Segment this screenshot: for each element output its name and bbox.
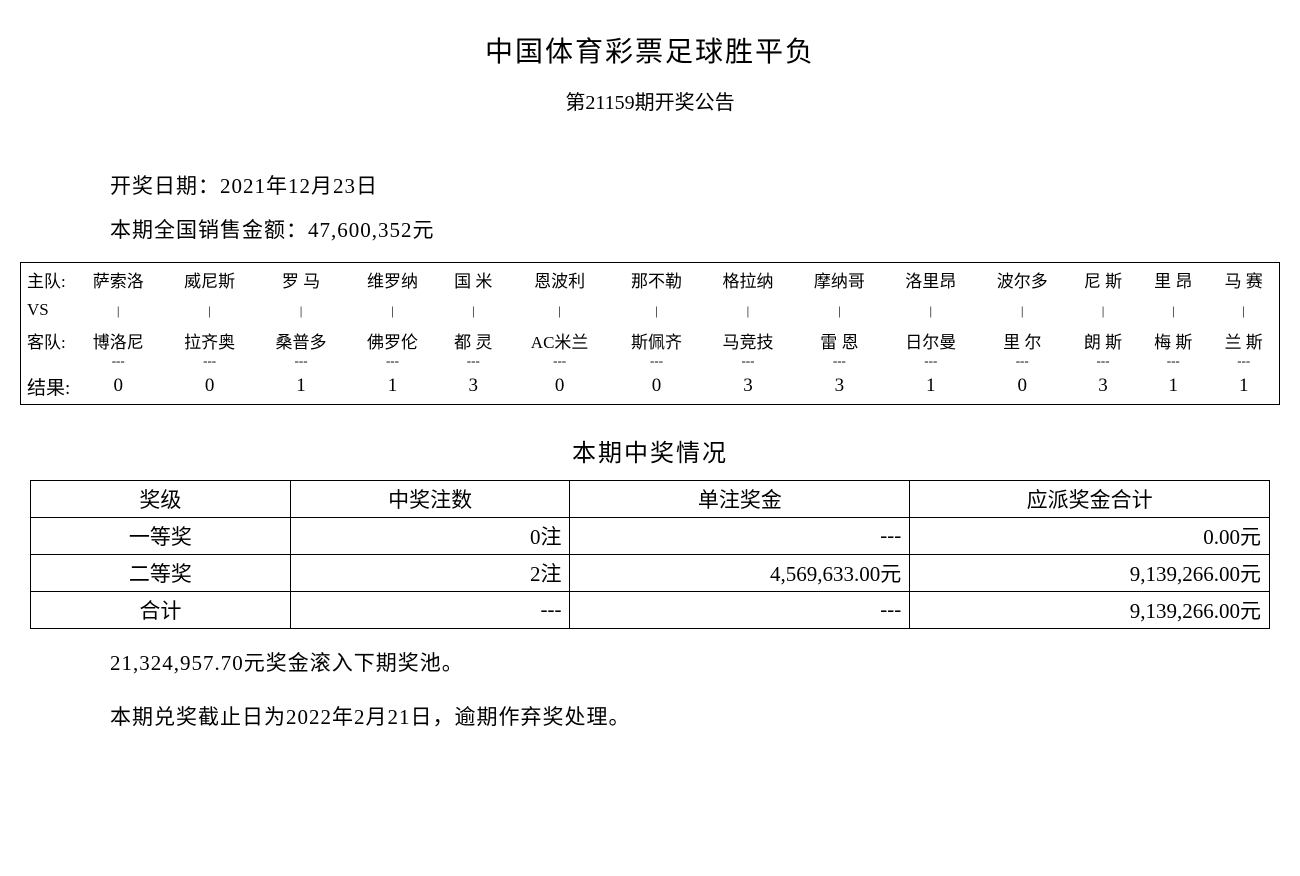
home-team: 国 米 — [438, 263, 508, 297]
vs-mark: | — [438, 296, 508, 324]
result-label: 结果: — [21, 365, 73, 405]
prize-unit: --- — [570, 517, 910, 554]
sales-value: 47,600,352元 — [308, 218, 435, 242]
home-team: 那不勒 — [611, 263, 702, 297]
prize-header-row: 奖级 中奖注数 单注奖金 应派奖金合计 — [31, 480, 1270, 517]
vs-mark: | — [611, 296, 702, 324]
prize-row: 一等奖 0注 --- 0.00元 — [31, 517, 1270, 554]
home-team: 格拉纳 — [702, 263, 793, 297]
result-value: 3 — [1068, 365, 1138, 405]
home-team: 维罗纳 — [347, 263, 438, 297]
vs-mark: | — [702, 296, 793, 324]
vs-mark: | — [73, 296, 164, 324]
result-value: 0 — [611, 365, 702, 405]
deadline-line: 本期兑奖截止日为2022年2月21日，逾期作弃奖处理。 — [110, 701, 1280, 731]
result-value: 0 — [164, 365, 255, 405]
col-count: 中奖注数 — [290, 480, 570, 517]
vs-mark: | — [347, 296, 438, 324]
prize-table: 奖级 中奖注数 单注奖金 应派奖金合计 一等奖 0注 --- 0.00元 二等奖… — [30, 480, 1270, 629]
dash-mark: --- — [1138, 357, 1208, 365]
prize-level: 合计 — [31, 591, 291, 628]
vs-mark: | — [1138, 296, 1208, 324]
sales-label: 本期全国销售金额： — [110, 218, 308, 242]
dash-mark: --- — [885, 357, 976, 365]
result-value: 0 — [73, 365, 164, 405]
dash-mark: --- — [702, 357, 793, 365]
vs-mark: | — [508, 296, 610, 324]
prize-row: 合计 --- --- 9,139,266.00元 — [31, 591, 1270, 628]
prize-count: 0注 — [290, 517, 570, 554]
vs-mark: | — [1068, 296, 1138, 324]
page-subtitle: 第21159期开奖公告 — [20, 86, 1280, 115]
draw-date-label: 开奖日期： — [110, 174, 220, 198]
result-row: 结果: 0 0 1 1 3 0 0 3 3 1 0 3 1 1 — [21, 365, 1280, 405]
dash-mark: --- — [164, 357, 255, 365]
prize-unit: --- — [570, 591, 910, 628]
prize-section-title: 本期中奖情况 — [20, 433, 1280, 468]
dash-mark: --- — [611, 357, 702, 365]
dash-row: --- --- --- --- --- --- --- --- --- --- … — [21, 357, 1280, 365]
dash-mark: --- — [1068, 357, 1138, 365]
draw-date-line: 开奖日期：2021年12月23日 — [110, 170, 1280, 200]
home-label: 主队: — [21, 263, 73, 297]
home-team: 里 昂 — [1138, 263, 1208, 297]
prize-unit: 4,569,633.00元 — [570, 554, 910, 591]
col-level: 奖级 — [31, 480, 291, 517]
result-value: 3 — [702, 365, 793, 405]
prize-count: --- — [290, 591, 570, 628]
vs-mark: | — [794, 296, 885, 324]
vs-mark: | — [977, 296, 1068, 324]
home-team: 洛里昂 — [885, 263, 976, 297]
result-value: 3 — [794, 365, 885, 405]
away-label: 客队: — [21, 324, 73, 357]
home-team: 波尔多 — [977, 263, 1068, 297]
home-team: 恩波利 — [508, 263, 610, 297]
result-value: 0 — [977, 365, 1068, 405]
page-title: 中国体育彩票足球胜平负 — [20, 30, 1280, 70]
dash-mark: --- — [977, 357, 1068, 365]
home-team: 罗 马 — [255, 263, 346, 297]
home-team: 威尼斯 — [164, 263, 255, 297]
vs-mark: | — [885, 296, 976, 324]
prize-total: 9,139,266.00元 — [910, 591, 1270, 628]
prize-row: 二等奖 2注 4,569,633.00元 9,139,266.00元 — [31, 554, 1270, 591]
home-team: 摩纳哥 — [794, 263, 885, 297]
prize-total: 9,139,266.00元 — [910, 554, 1270, 591]
dash-mark: --- — [508, 357, 610, 365]
result-value: 1 — [885, 365, 976, 405]
dash-mark: --- — [438, 357, 508, 365]
dash-mark: --- — [794, 357, 885, 365]
home-row: 主队: 萨索洛 威尼斯 罗 马 维罗纳 国 米 恩波利 那不勒 格拉纳 摩纳哥 … — [21, 263, 1280, 297]
dash-mark: --- — [1208, 357, 1279, 365]
result-value: 1 — [347, 365, 438, 405]
dash-mark: --- — [347, 357, 438, 365]
col-total: 应派奖金合计 — [910, 480, 1270, 517]
prize-count: 2注 — [290, 554, 570, 591]
home-team: 马 赛 — [1208, 263, 1279, 297]
result-value: 0 — [508, 365, 610, 405]
result-value: 1 — [1138, 365, 1208, 405]
vs-mark: | — [164, 296, 255, 324]
col-unit: 单注奖金 — [570, 480, 910, 517]
prize-level: 一等奖 — [31, 517, 291, 554]
matches-table: 主队: 萨索洛 威尼斯 罗 马 维罗纳 国 米 恩波利 那不勒 格拉纳 摩纳哥 … — [20, 262, 1280, 405]
vs-label: VS — [21, 296, 73, 324]
result-value: 1 — [255, 365, 346, 405]
sales-line: 本期全国销售金额：47,600,352元 — [110, 214, 1280, 244]
prize-level: 二等奖 — [31, 554, 291, 591]
prize-total: 0.00元 — [910, 517, 1270, 554]
draw-date-value: 2021年12月23日 — [220, 174, 378, 198]
result-value: 3 — [438, 365, 508, 405]
home-team: 萨索洛 — [73, 263, 164, 297]
vs-mark: | — [255, 296, 346, 324]
dash-mark: --- — [73, 357, 164, 365]
vs-row: VS | | | | | | | | | | | | | | — [21, 296, 1280, 324]
result-value: 1 — [1208, 365, 1279, 405]
dash-mark: --- — [255, 357, 346, 365]
rollover-line: 21,324,957.70元奖金滚入下期奖池。 — [110, 647, 1280, 677]
home-team: 尼 斯 — [1068, 263, 1138, 297]
vs-mark: | — [1208, 296, 1279, 324]
